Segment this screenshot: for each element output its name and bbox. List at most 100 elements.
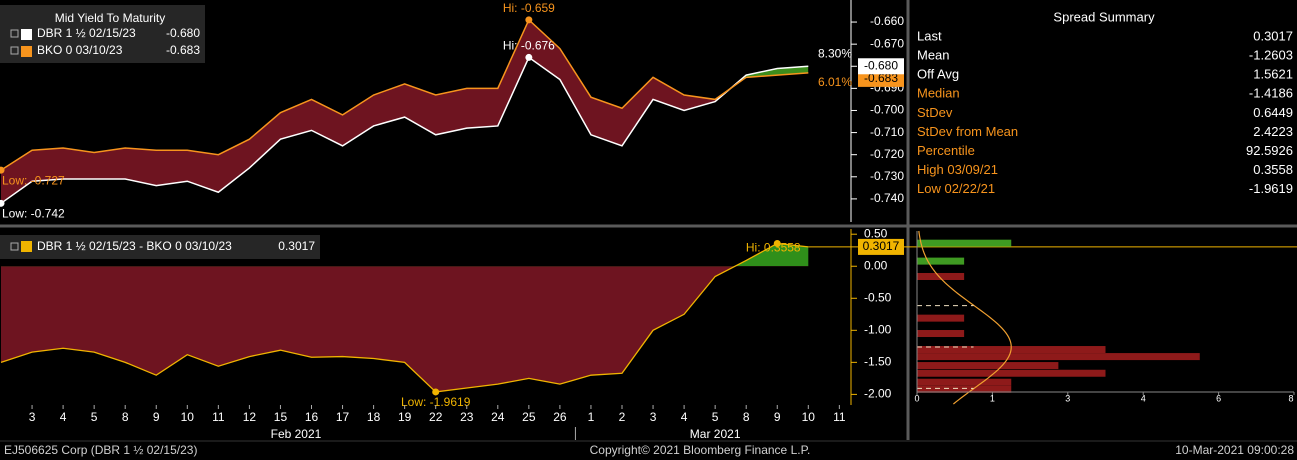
- x-tick-label: 10: [802, 410, 816, 424]
- legend-expander: [10, 46, 19, 55]
- x-tick-label: 9: [153, 410, 160, 424]
- summary-value: -1.2603: [1249, 48, 1293, 63]
- x-tick-label: 2: [619, 410, 626, 424]
- x-tick-label: 0: [914, 393, 919, 403]
- spread-fill-below: [1, 266, 809, 392]
- summary-label: Mean: [917, 48, 950, 63]
- y-tick-label: -0.740: [870, 191, 904, 205]
- x-tick-label: 8: [122, 410, 129, 424]
- low-label: Low: -0.727: [2, 173, 65, 187]
- last-value-tag: [858, 238, 904, 255]
- x-tick-label: 23: [460, 410, 474, 424]
- x-tick-label: 25: [522, 410, 536, 424]
- y-tick-label: -0.660: [870, 14, 904, 28]
- summary-value: -1.9619: [1249, 181, 1293, 196]
- y-tick-label: 0.00: [864, 258, 888, 272]
- x-tick-label: 5: [91, 410, 98, 424]
- histogram-bar: [917, 378, 1012, 386]
- x-tick-label: 9: [774, 410, 781, 424]
- x-tick-label: 4: [681, 410, 688, 424]
- x-tick-label: 5: [712, 410, 719, 424]
- x-tick-label: 4: [60, 410, 67, 424]
- summary-title: Spread Summary: [1053, 9, 1155, 24]
- last-value-tag: [858, 70, 904, 87]
- last-value-tag: [858, 58, 904, 75]
- hi-label: Hi: 0.3558: [746, 241, 801, 255]
- footer-left: EJ506625 Corp (DBR 1 ½ 02/15/23): [4, 443, 197, 457]
- x-tick-label: 17: [336, 410, 350, 424]
- y-tick-label: -0.730: [870, 169, 904, 183]
- x-tick-label: 10: [181, 410, 195, 424]
- x-tick-label: 1: [588, 410, 595, 424]
- last-value-label: -0.680: [864, 58, 898, 72]
- percent-label: 8.30%: [818, 46, 852, 60]
- summary-label: High 03/09/21: [917, 162, 998, 177]
- histogram-bar: [917, 257, 965, 265]
- series-line: [0, 56, 809, 204]
- x-tick-label: 12: [243, 410, 257, 424]
- summary-value: 0.3558: [1253, 162, 1293, 177]
- y-tick-label: -1.00: [864, 322, 892, 336]
- summary-value: 2.4223: [1253, 124, 1293, 139]
- x-tick-label: 22: [429, 410, 443, 424]
- x-tick-label: 4: [1141, 393, 1146, 403]
- x-tick-label: 19: [398, 410, 412, 424]
- y-tick-label: -0.700: [870, 103, 904, 117]
- x-tick-label: 8: [1288, 393, 1293, 403]
- low-label: Low: -1.9619: [401, 395, 471, 409]
- legend-label: DBR 1 ½ 02/15/23: [37, 26, 136, 40]
- normal-curve: [918, 230, 1012, 405]
- y-tick-label: -0.50: [864, 290, 892, 304]
- summary-label: Last: [917, 28, 942, 43]
- x-tick-label: 15: [274, 410, 288, 424]
- series-line: [0, 242, 809, 393]
- low-marker: [0, 199, 5, 207]
- x-tick-label: 3: [1065, 393, 1070, 403]
- chart-title: Mid Yield To Maturity: [55, 11, 166, 25]
- hi-marker: [525, 16, 533, 24]
- x-tick-label: 26: [553, 410, 567, 424]
- legend-expander: [10, 29, 19, 38]
- legend-value: 0.3017: [278, 239, 315, 253]
- summary-value: 0.6449: [1253, 105, 1293, 120]
- legend-label: BKO 0 03/10/23: [37, 43, 123, 57]
- footer-center: Copyright© 2021 Bloomberg Finance L.P.: [590, 443, 811, 457]
- histogram-bar: [917, 239, 1012, 247]
- x-tick-label: 24: [491, 410, 505, 424]
- summary-label: StDev: [917, 105, 953, 120]
- hi-label: Hi: -0.676: [503, 39, 555, 53]
- x-tick-label: 18: [367, 410, 381, 424]
- summary-value: 1.5621: [1253, 67, 1293, 82]
- histogram-bar: [917, 362, 1059, 370]
- histogram-bar: [917, 272, 965, 280]
- x-tick-label: 1: [990, 393, 995, 403]
- x-group-label: Feb 2021: [271, 427, 322, 441]
- histogram-bar: [917, 314, 965, 322]
- legend-box: [0, 5, 205, 63]
- x-tick-label: 16: [305, 410, 319, 424]
- last-value-label: -0.683: [864, 71, 898, 85]
- y-tick-label: -0.720: [870, 147, 904, 161]
- x-tick-label: 6: [1216, 393, 1221, 403]
- legend-value: -0.683: [166, 43, 200, 57]
- y-tick-label: -2.00: [864, 387, 892, 401]
- legend-swatch: [21, 241, 32, 252]
- footer-right: 10-Mar-2021 09:00:28: [1175, 443, 1294, 457]
- x-tick-label: 3: [650, 410, 657, 424]
- y-tick-label: -0.670: [870, 36, 904, 50]
- low-marker: [0, 166, 5, 174]
- legend-label: DBR 1 ½ 02/15/23 - BKO 0 03/10/23: [37, 239, 232, 253]
- x-group-label: Mar 2021: [690, 427, 741, 441]
- summary-label: Low 02/22/21: [917, 181, 995, 196]
- legend-swatch: [21, 29, 32, 40]
- x-tick-label: 8: [743, 410, 750, 424]
- summary-label: Percentile: [917, 143, 975, 158]
- series-line: [0, 18, 809, 171]
- summary-label: StDev from Mean: [917, 124, 1018, 139]
- legend-swatch: [21, 46, 32, 57]
- spread-fill-below: [1, 19, 809, 204]
- hi-marker: [525, 53, 533, 61]
- y-tick-label: -0.710: [870, 125, 904, 139]
